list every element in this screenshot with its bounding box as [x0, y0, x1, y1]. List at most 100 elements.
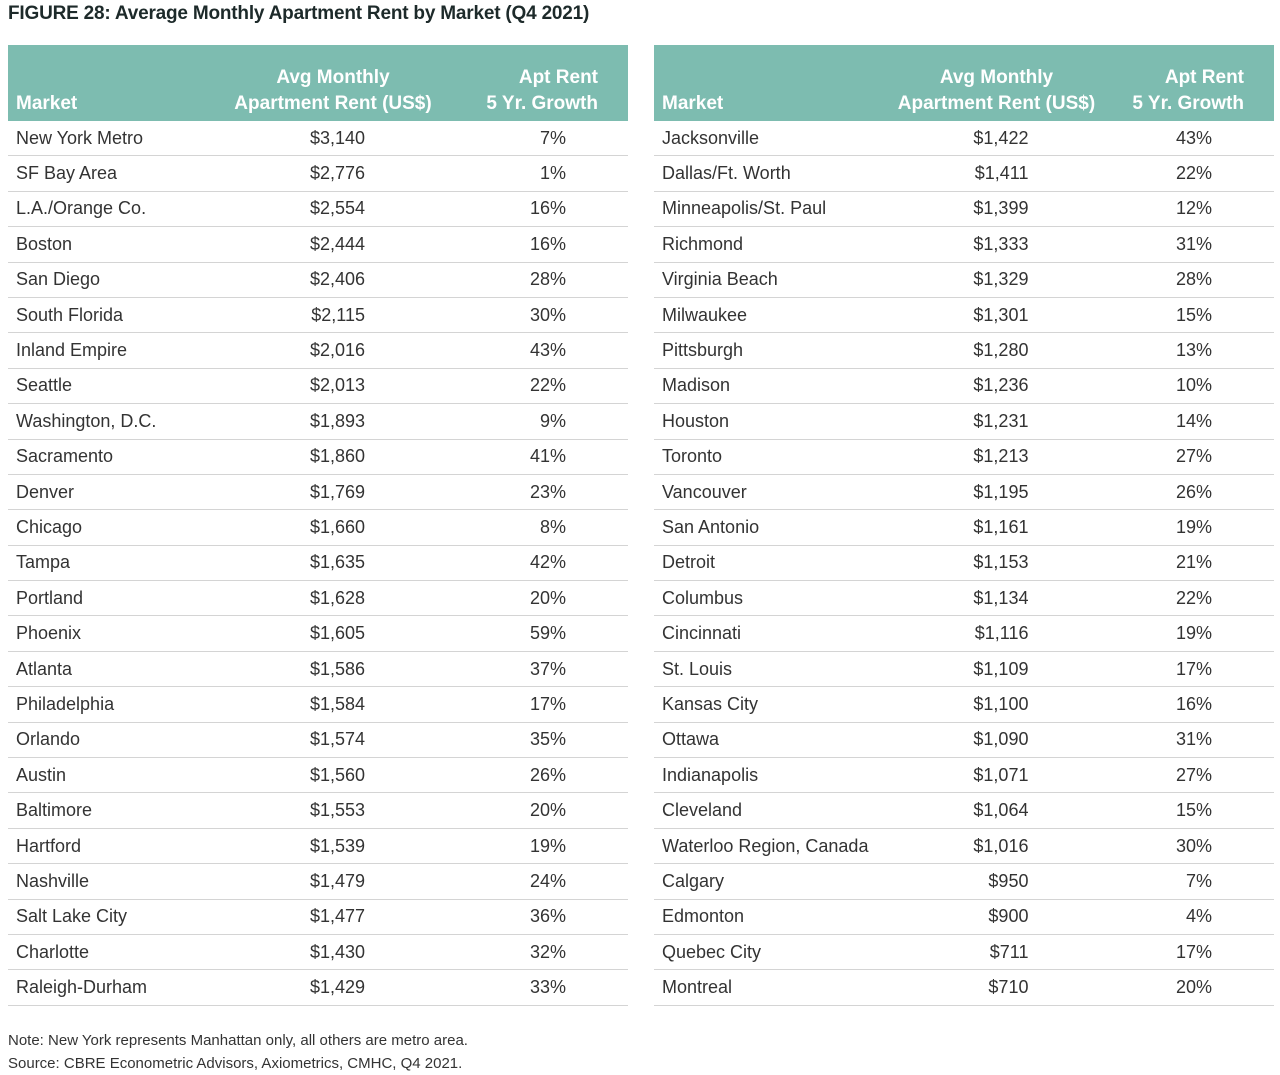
market-cell: Richmond — [654, 226, 877, 263]
table-row: Montreal $710 20% — [654, 969, 1274, 1006]
rent-cell: $1,605 — [213, 615, 453, 652]
table-row: Nashville $1,479 24% — [8, 863, 628, 900]
growth-cell: 19% — [1116, 509, 1274, 546]
table-row: New York Metro $3,140 7% — [8, 121, 628, 157]
table-row: Houston $1,231 14% — [654, 403, 1274, 440]
rent-cell: $2,444 — [213, 226, 453, 263]
market-cell: Cleveland — [654, 792, 877, 829]
market-cell: Waterloo Region, Canada — [654, 828, 877, 865]
market-cell: Boston — [8, 226, 213, 263]
growth-cell: 13% — [1116, 332, 1274, 369]
rent-cell: $1,231 — [876, 403, 1117, 440]
rent-cell: $1,628 — [213, 580, 453, 617]
market-cell: Philadelphia — [8, 686, 213, 723]
rent-cell: $1,016 — [876, 828, 1117, 865]
growth-cell: 31% — [1116, 722, 1274, 759]
growth-cell: 32% — [453, 934, 628, 971]
table-row: Kansas City $1,100 16% — [654, 686, 1274, 723]
rent-cell: $1,153 — [876, 545, 1117, 582]
rent-cell: $900 — [876, 899, 1117, 935]
rent-cell: $711 — [876, 934, 1117, 971]
rent-cell: $1,584 — [213, 686, 453, 723]
table-row: Portland $1,628 20% — [8, 580, 628, 617]
market-cell: Houston — [654, 403, 877, 440]
market-cell: Pittsburgh — [654, 332, 877, 369]
growth-cell: 36% — [453, 899, 628, 935]
rent-cell: $1,769 — [213, 474, 453, 511]
growth-cell: 17% — [453, 686, 628, 723]
rent-cell: $2,115 — [213, 297, 453, 334]
note-text: Note: New York represents Manhattan only… — [8, 1032, 468, 1049]
table-row: Toronto $1,213 27% — [654, 439, 1274, 475]
rent-cell: $1,860 — [213, 439, 453, 475]
growth-cell: 30% — [453, 297, 628, 334]
table-row: Cincinnati $1,116 19% — [654, 615, 1274, 652]
growth-cell: 8% — [453, 509, 628, 546]
market-cell: Portland — [8, 580, 213, 617]
market-cell: L.A./Orange Co. — [8, 191, 213, 228]
rent-cell: $1,477 — [213, 899, 453, 935]
market-cell: Madison — [654, 368, 877, 405]
market-cell: San Antonio — [654, 509, 877, 546]
growth-cell: 16% — [1116, 686, 1274, 723]
rent-table-right: Market Avg Monthly Apartment Rent (US$) A… — [654, 45, 1274, 1006]
rent-cell: $2,554 — [213, 191, 453, 228]
rent-cell: $1,430 — [213, 934, 453, 971]
market-cell: Sacramento — [8, 439, 213, 475]
growth-cell: 27% — [1116, 439, 1274, 475]
rent-cell: $1,100 — [876, 686, 1117, 723]
rent-cell: $1,236 — [876, 368, 1117, 405]
growth-cell: 15% — [1116, 792, 1274, 829]
rent-column-header: Avg Monthly Apartment Rent (US$) — [213, 45, 453, 121]
growth-cell: 4% — [1116, 899, 1274, 935]
rent-cell: $1,280 — [876, 332, 1117, 369]
market-column-header: Market — [8, 45, 213, 121]
market-cell: Hartford — [8, 828, 213, 865]
table-row: Calgary $950 7% — [654, 863, 1274, 900]
growth-cell: 41% — [453, 439, 628, 475]
market-cell: San Diego — [8, 262, 213, 298]
table-row: Ottawa $1,090 31% — [654, 722, 1274, 759]
growth-cell: 33% — [453, 969, 628, 1006]
market-cell: Austin — [8, 757, 213, 794]
rent-cell: $1,301 — [876, 297, 1117, 334]
market-cell: Denver — [8, 474, 213, 511]
table-row: Boston $2,444 16% — [8, 226, 628, 263]
market-cell: Nashville — [8, 863, 213, 900]
growth-cell: 12% — [1116, 191, 1274, 228]
growth-cell: 16% — [453, 226, 628, 263]
market-cell: Minneapolis/St. Paul — [654, 191, 877, 228]
rent-cell: $950 — [876, 863, 1117, 900]
table-row: Pittsburgh $1,280 13% — [654, 332, 1274, 369]
rent-cell: $1,329 — [876, 262, 1117, 298]
market-cell: Dallas/Ft. Worth — [654, 155, 877, 192]
rent-cell: $1,399 — [876, 191, 1117, 228]
rent-cell: $1,161 — [876, 509, 1117, 546]
growth-cell: 22% — [1116, 580, 1274, 617]
market-cell: Ottawa — [654, 722, 877, 759]
market-cell: Virginia Beach — [654, 262, 877, 298]
table-row: St. Louis $1,109 17% — [654, 651, 1274, 688]
market-cell: Chicago — [8, 509, 213, 546]
growth-cell: 19% — [1116, 615, 1274, 652]
rent-cell: $1,660 — [213, 509, 453, 546]
rent-cell: $2,013 — [213, 368, 453, 405]
rent-cell: $1,635 — [213, 545, 453, 582]
growth-cell: 59% — [453, 615, 628, 652]
growth-cell: 10% — [1116, 368, 1274, 405]
table-row: Detroit $1,153 21% — [654, 545, 1274, 582]
table-header-row: Market Avg Monthly Apartment Rent (US$) A… — [8, 45, 628, 121]
table-row: Edmonton $900 4% — [654, 899, 1274, 935]
growth-cell: 20% — [1116, 969, 1274, 1006]
rent-cell: $1,134 — [876, 580, 1117, 617]
growth-cell: 15% — [1116, 297, 1274, 334]
market-cell: Vancouver — [654, 474, 877, 511]
rent-table-left-body: New York Metro $3,140 7% SF Bay Area $2,776 1… — [8, 121, 628, 1006]
table-row: Hartford $1,539 19% — [8, 828, 628, 865]
growth-cell: 1% — [453, 155, 628, 192]
growth-cell: 20% — [453, 580, 628, 617]
rent-cell: $1,479 — [213, 863, 453, 900]
table-row: Austin $1,560 26% — [8, 757, 628, 794]
rent-cell: $1,195 — [876, 474, 1117, 511]
growth-cell: 30% — [1116, 828, 1274, 865]
